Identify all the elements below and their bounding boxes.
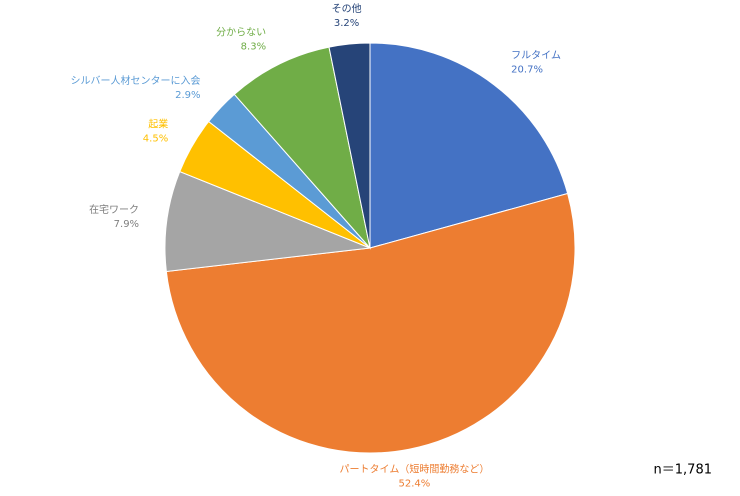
slice-value-label: 20.7% [511, 65, 543, 76]
slice-label: パートタイム（短時間勤務など） [340, 463, 490, 476]
slice-label: 起業 [148, 118, 168, 131]
slice-value-label: 7.9% [114, 219, 139, 230]
slice-value-label: 8.3% [241, 41, 266, 52]
sample-size: n＝1,781 [654, 463, 712, 478]
pie-slice [165, 192, 576, 454]
slice-value-label: 52.4% [399, 479, 431, 490]
slice-label: 在宅ワーク [89, 203, 139, 216]
slice-value-label: 3.2% [334, 18, 359, 29]
slice-label: 分からない [216, 26, 266, 38]
pie-slice [233, 46, 371, 250]
slice-label: シルバー人材センターに入会 [71, 74, 201, 87]
pie-slice [164, 170, 371, 273]
pie-slice [369, 42, 569, 249]
slice-label: その他 [332, 2, 362, 15]
pie-slice [328, 42, 371, 249]
slice-label: フルタイム [511, 50, 561, 62]
slice-value-label: 4.5% [143, 134, 168, 145]
slice-value-label: 2.9% [175, 90, 200, 101]
